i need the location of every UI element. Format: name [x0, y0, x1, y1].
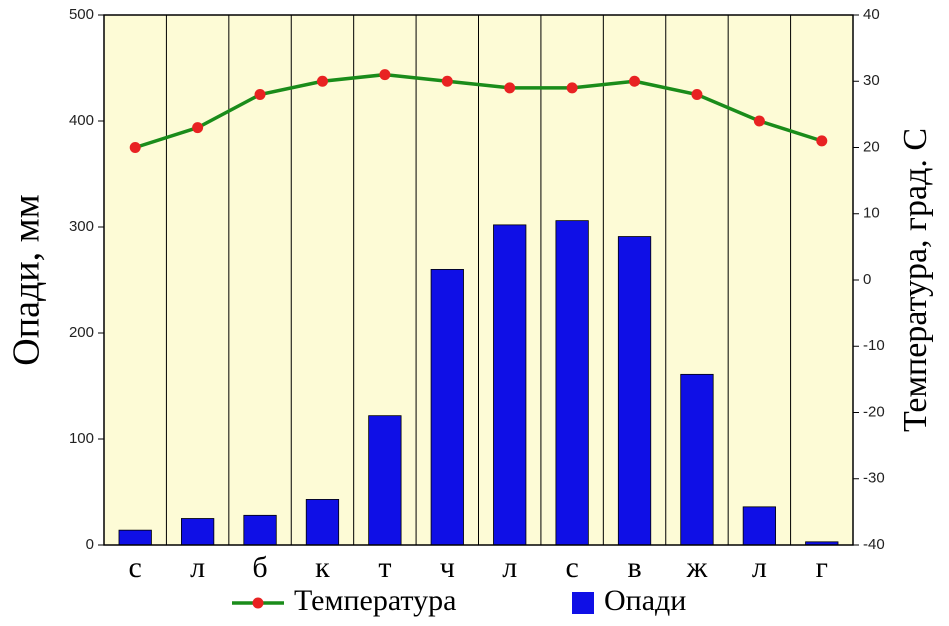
- y-tick-label: 300: [69, 218, 94, 235]
- line-marker: [504, 82, 516, 94]
- plot-frame: [103, 14, 854, 546]
- x-tick-label: л: [502, 551, 517, 584]
- x-tick-label: г: [816, 551, 828, 584]
- y-tick-label: 100: [69, 430, 94, 447]
- x-tick-label: с: [129, 551, 142, 584]
- bar: [680, 373, 714, 546]
- legend-label: Температура: [294, 584, 456, 617]
- x-tick-label: ч: [440, 551, 455, 584]
- line-marker: [441, 75, 453, 87]
- legend-label: Опади: [604, 584, 686, 617]
- y2-tick-label: -40: [863, 536, 885, 553]
- x-tick-label: т: [378, 551, 391, 584]
- x-tick-label: с: [565, 551, 578, 584]
- y-tick-label: 400: [69, 112, 94, 129]
- line-marker: [816, 135, 828, 147]
- bar: [617, 236, 652, 546]
- y2-tick-label: 20: [863, 138, 880, 155]
- bar: [742, 506, 777, 546]
- legend-swatch: [572, 592, 594, 614]
- bar: [180, 518, 215, 546]
- x-tick-label: л: [190, 551, 205, 584]
- bar: [243, 514, 277, 546]
- x-tick-label: б: [252, 551, 267, 584]
- legend-marker: [252, 597, 264, 609]
- x-tick-label: ж: [686, 551, 708, 584]
- y2-tick-label: -10: [863, 337, 885, 354]
- bar: [368, 415, 402, 546]
- x-tick-label: к: [315, 551, 330, 584]
- y2-tick-label: -30: [863, 470, 885, 487]
- bar: [555, 220, 589, 546]
- bar: [305, 499, 340, 546]
- line-marker: [129, 142, 141, 153]
- line-marker: [379, 69, 391, 81]
- line-marker: [753, 115, 765, 127]
- y2-tick-label: 30: [863, 72, 880, 89]
- y-tick-label: 200: [69, 324, 94, 341]
- bar: [118, 529, 152, 546]
- y2-tick-label: -20: [863, 403, 885, 420]
- y-tick-label: 500: [69, 6, 94, 23]
- line: [134, 72, 823, 150]
- x-tick-label: в: [627, 551, 641, 584]
- y2-tick-label: 0: [863, 271, 871, 288]
- x-tick-label: л: [752, 551, 767, 584]
- y2-tick-label: 10: [863, 205, 880, 222]
- line-marker: [629, 75, 641, 87]
- line-marker: [192, 122, 204, 134]
- line-marker: [566, 82, 578, 94]
- y-axis-label: Опади, мм: [6, 194, 48, 365]
- y2-axis-label: Температура, град. С: [897, 128, 934, 432]
- bar: [493, 224, 527, 546]
- y-tick-label: 0: [86, 536, 94, 553]
- line-marker: [316, 75, 328, 87]
- bar: [430, 268, 464, 546]
- line-marker: [254, 89, 266, 100]
- y2-tick-label: 40: [863, 6, 880, 23]
- line-marker: [691, 89, 703, 100]
